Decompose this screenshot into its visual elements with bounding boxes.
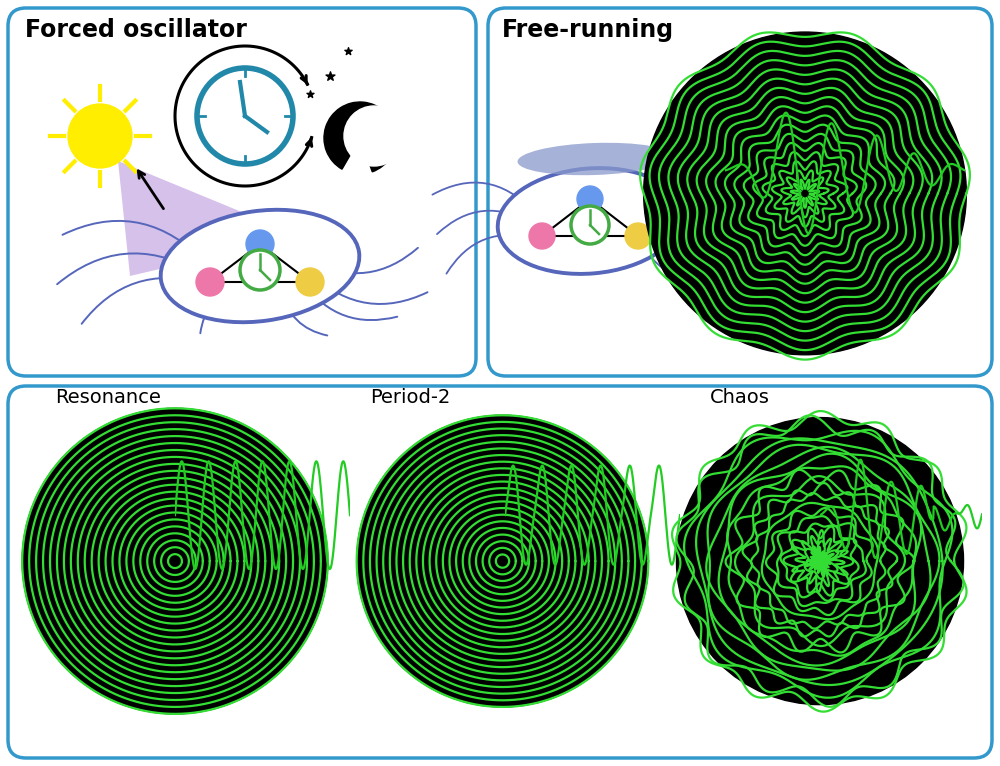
Text: Chaos: Chaos	[710, 388, 770, 407]
Text: Free-running: Free-running	[502, 18, 674, 42]
Circle shape	[68, 104, 132, 168]
Circle shape	[197, 68, 293, 164]
Circle shape	[357, 415, 648, 707]
Circle shape	[246, 230, 274, 258]
Circle shape	[240, 250, 280, 290]
Polygon shape	[118, 161, 300, 276]
Point	[302, 88, 318, 100]
FancyBboxPatch shape	[488, 8, 992, 376]
Text: Forced oscillator: Forced oscillator	[25, 18, 247, 42]
Circle shape	[296, 268, 324, 296]
Text: Resonance: Resonance	[55, 388, 161, 407]
Circle shape	[529, 223, 555, 249]
Point	[340, 45, 356, 57]
Circle shape	[644, 32, 966, 355]
Circle shape	[22, 408, 328, 714]
Circle shape	[676, 417, 964, 705]
Circle shape	[625, 223, 651, 249]
FancyBboxPatch shape	[8, 8, 476, 376]
Circle shape	[577, 186, 603, 212]
Point	[322, 70, 338, 82]
Circle shape	[571, 206, 609, 244]
Ellipse shape	[518, 142, 672, 175]
Ellipse shape	[498, 168, 682, 274]
Text: Period-2: Period-2	[370, 388, 450, 407]
Ellipse shape	[161, 210, 359, 322]
Circle shape	[196, 268, 224, 296]
Wedge shape	[324, 102, 396, 172]
FancyBboxPatch shape	[8, 386, 992, 758]
Circle shape	[344, 106, 404, 166]
